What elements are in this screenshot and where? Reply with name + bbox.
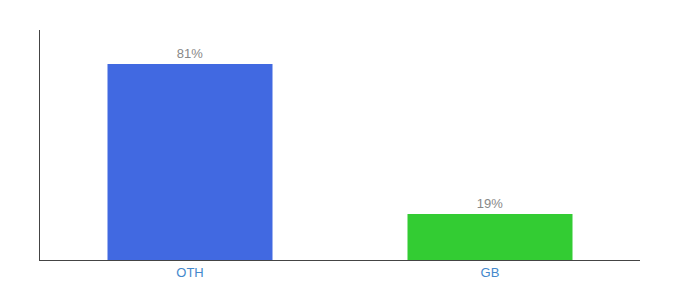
svg-text:GB: GB (481, 265, 500, 280)
svg-text:OTH: OTH (176, 265, 203, 280)
svg-text:81%: 81% (177, 46, 203, 61)
svg-text:19%: 19% (477, 196, 503, 211)
